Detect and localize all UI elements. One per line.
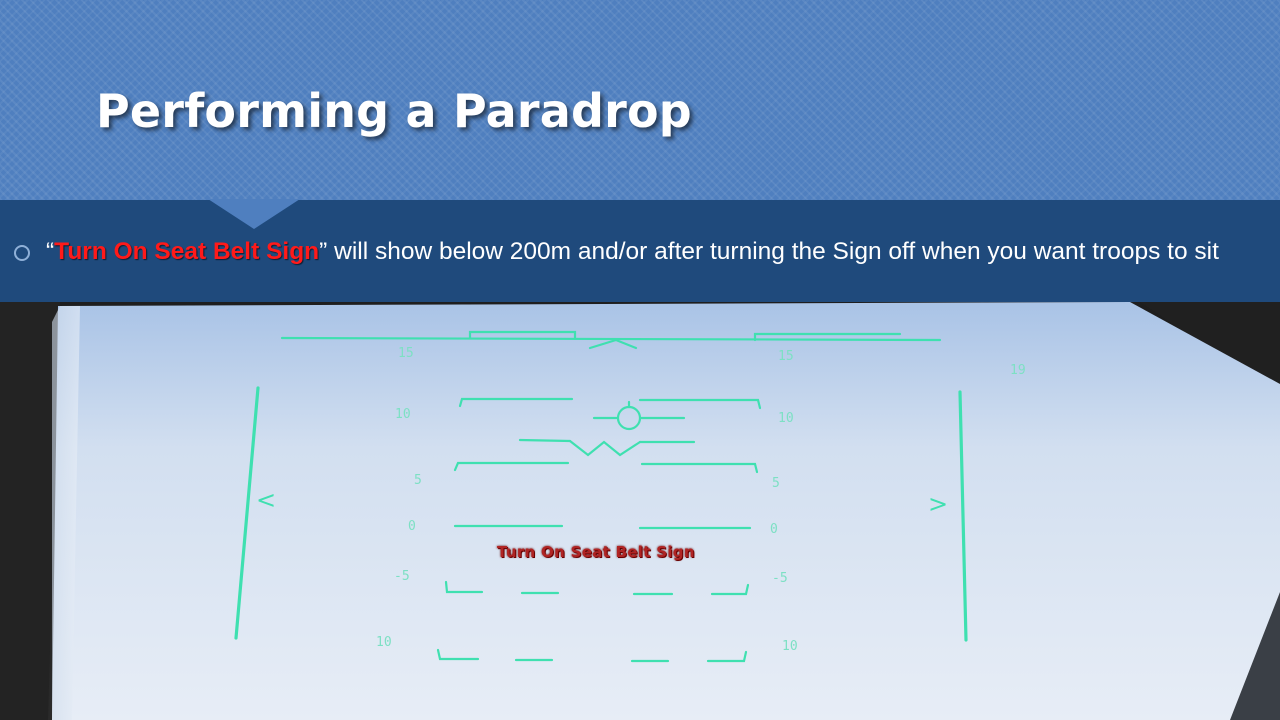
open-quote: “: [46, 238, 55, 265]
title-band: [0, 0, 1280, 200]
pitch-label-0-left: 0: [408, 519, 416, 534]
pitch-5-left: [453, 461, 570, 472]
pitch-m10-right: [706, 650, 748, 663]
pitch-label-5-right: 5: [772, 476, 780, 491]
right-chevron-icon: >: [928, 490, 948, 518]
slide-title: Performing a Paradrop: [96, 84, 692, 138]
pitch-label-10-right: 10: [778, 411, 794, 426]
bullet-circle-icon: [14, 245, 30, 261]
hud-glass: [52, 302, 1280, 720]
hud-screenshot: < > 15 15 19 10 10 5 5 0 0 -5 -5 10 10 T…: [0, 302, 1280, 720]
heading-caret-icon: [588, 338, 638, 350]
band-notch: [208, 199, 300, 229]
hud-display: < > 15 15 19 10 10 5 5 0 0 -5 -5 10 10: [0, 302, 1280, 720]
left-chevron-icon: <: [256, 486, 276, 514]
left-frame: [0, 302, 60, 720]
left-scale-bar: [234, 386, 260, 640]
pitch-label-m5-left: -5: [394, 569, 410, 584]
pitch-10-right: [638, 398, 762, 410]
pitch-label-m10-left: 10: [376, 635, 392, 650]
heading-value: 19: [1010, 363, 1026, 378]
right-scale-bar: [958, 390, 968, 642]
seat-belt-highlight: Turn On Seat Belt Sign: [54, 238, 320, 265]
pitch-m10-left: [436, 648, 480, 661]
pitch-5-right: [640, 462, 759, 474]
pitch-label-m10-right: 10: [782, 639, 798, 654]
pitch-label-m5-right: -5: [772, 571, 788, 586]
pitch-label-5-left: 5: [414, 473, 422, 488]
pitch-m5-left: [444, 580, 484, 594]
heading-tape-line: [280, 336, 942, 342]
bullet-text: “Turn On Seat Belt Sign” will show below…: [46, 236, 1271, 267]
pitch-label-0-right: 0: [770, 522, 778, 537]
heading-label-left: 15: [398, 346, 414, 361]
pitch-label-10-left: 10: [395, 407, 411, 422]
pitch-m5-right: [710, 583, 750, 596]
pitch-10-left: [458, 397, 574, 408]
hud-seatbelt-message: Turn On Seat Belt Sign: [497, 543, 695, 561]
bullet-rest: ” will show below 200m and/or after turn…: [319, 238, 1219, 265]
waterline-w-icon: [568, 439, 642, 457]
heading-label-right: 15: [778, 349, 794, 364]
